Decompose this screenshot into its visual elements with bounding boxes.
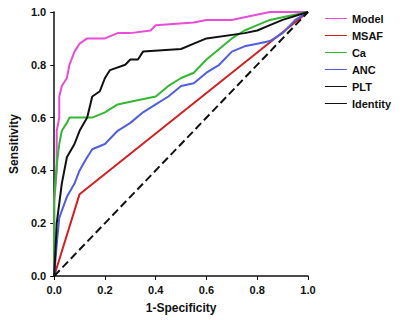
svg-text:0.8: 0.8 (31, 59, 46, 71)
svg-text:ANC: ANC (352, 64, 376, 76)
svg-text:MSAF: MSAF (352, 30, 383, 42)
svg-text:0.8: 0.8 (250, 284, 265, 296)
svg-text:Model: Model (352, 13, 384, 25)
svg-text:Sensitivity: Sensitivity (7, 114, 21, 174)
svg-text:1-Specificity: 1-Specificity (146, 301, 217, 315)
svg-text:Identity: Identity (352, 98, 392, 110)
svg-text:Ca: Ca (352, 47, 367, 59)
svg-text:0.0: 0.0 (47, 284, 62, 296)
svg-text:0.2: 0.2 (97, 284, 112, 296)
svg-text:PLT: PLT (352, 81, 372, 93)
svg-text:0.6: 0.6 (199, 284, 214, 296)
svg-text:0.4: 0.4 (31, 164, 47, 176)
svg-text:0.2: 0.2 (31, 217, 46, 229)
svg-text:1.0: 1.0 (31, 6, 46, 18)
svg-text:1.0: 1.0 (300, 284, 315, 296)
svg-text:0.4: 0.4 (148, 284, 164, 296)
svg-text:0.0: 0.0 (31, 270, 46, 282)
svg-text:0.6: 0.6 (31, 112, 46, 124)
